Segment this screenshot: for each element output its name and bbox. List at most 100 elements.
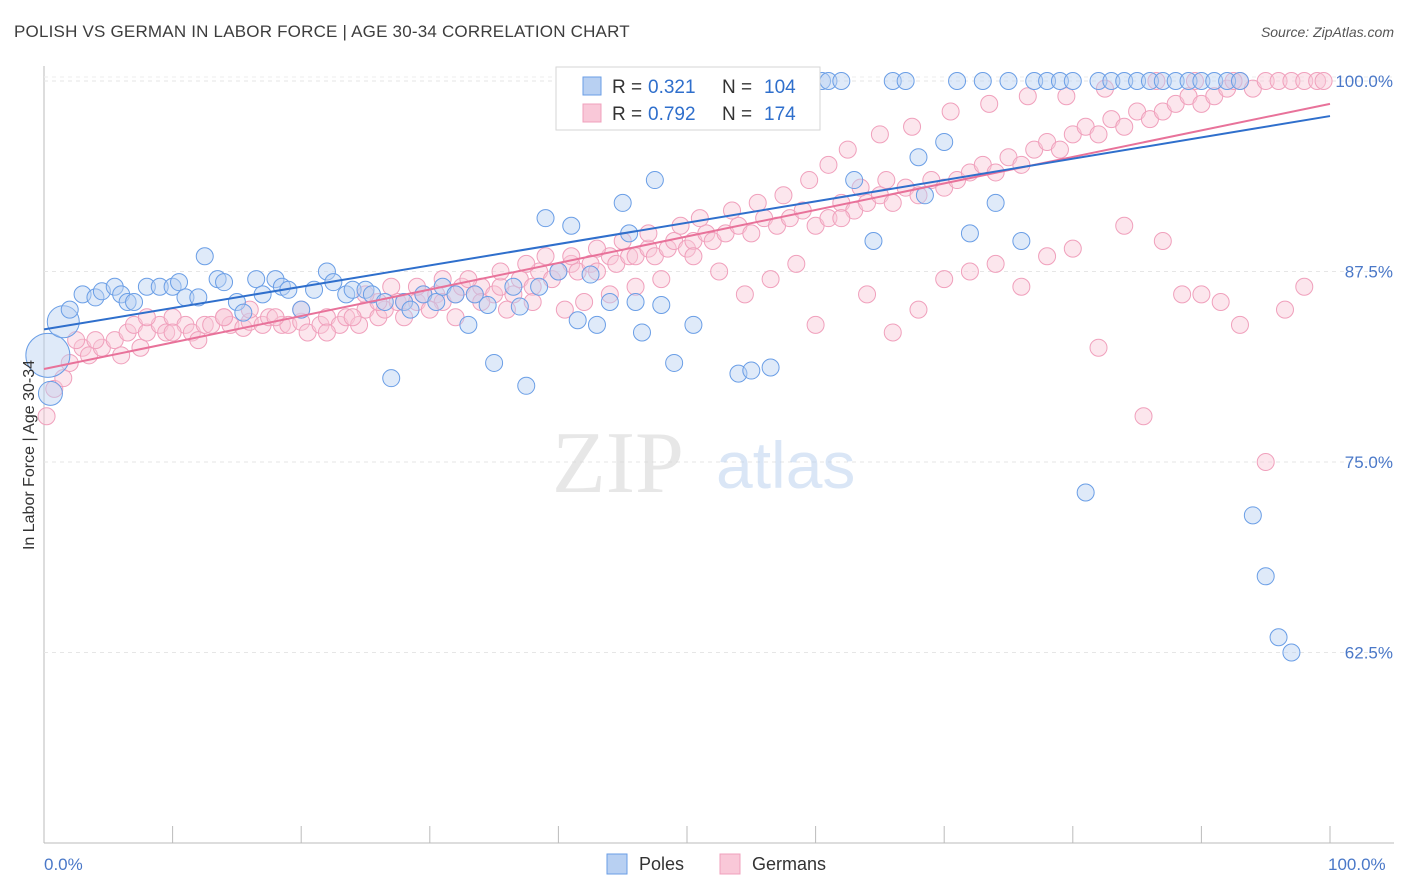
data-point-poles — [1102, 72, 1121, 90]
data-point-poles — [626, 292, 645, 311]
data-point-germans — [748, 193, 767, 212]
data-point-germans — [1224, 72, 1243, 90]
data-point-germans — [1230, 315, 1249, 334]
data-point-germans — [1057, 87, 1076, 106]
data-point-germans — [819, 155, 838, 174]
data-point-poles — [1282, 643, 1301, 662]
data-point-poles — [517, 376, 536, 395]
data-point-poles — [382, 369, 401, 388]
data-point-germans — [311, 315, 330, 334]
data-point-germans — [806, 315, 825, 334]
data-point-germans — [1147, 72, 1166, 90]
data-point-germans — [909, 300, 928, 319]
data-point-poles — [1128, 72, 1147, 90]
data-point-poles — [600, 292, 619, 311]
stats-poles-n-label: N = — [722, 77, 752, 98]
data-point-poles — [485, 353, 504, 372]
data-point-germans — [459, 270, 478, 289]
data-point-germans — [420, 300, 439, 319]
data-point-poles — [986, 193, 1005, 212]
data-point-poles — [1269, 628, 1288, 647]
data-point-germans — [1314, 72, 1333, 90]
data-point-germans — [555, 300, 574, 319]
data-point-poles — [478, 296, 497, 315]
legend-swatch-germans[interactable] — [719, 853, 741, 875]
legend-label-poles[interactable]: Poles — [639, 854, 684, 874]
data-point-germans — [1153, 232, 1172, 251]
data-point-poles — [665, 353, 684, 372]
data-point-germans — [883, 193, 902, 212]
data-point-poles — [1012, 232, 1031, 251]
data-point-poles — [1230, 72, 1249, 90]
data-point-germans — [652, 270, 671, 289]
data-point-germans — [903, 117, 922, 136]
data-point-germans — [1089, 125, 1108, 144]
data-point-germans — [427, 285, 446, 304]
data-point-germans — [787, 254, 806, 273]
stats-swatch-germans — [582, 103, 602, 123]
data-point-germans — [935, 270, 954, 289]
data-point-poles — [459, 315, 478, 334]
data-point-germans — [870, 125, 889, 144]
data-point-poles — [60, 300, 79, 319]
data-point-germans — [1063, 239, 1082, 258]
data-point-poles — [632, 323, 651, 342]
data-point-germans — [735, 285, 754, 304]
data-point-poles — [189, 288, 208, 307]
data-point-germans — [832, 209, 851, 228]
data-point-poles — [530, 277, 549, 296]
data-point-poles — [684, 315, 703, 334]
data-point-poles — [562, 216, 581, 235]
y-tick-labels: 62.5% 75.0% 87.5% 100.0% — [1335, 72, 1393, 663]
data-point-germans — [1211, 292, 1230, 311]
data-point-poles — [1089, 72, 1108, 90]
data-point-germans — [800, 171, 819, 190]
germans-points — [37, 72, 1333, 471]
data-point-poles — [195, 247, 214, 266]
data-point-germans — [877, 171, 896, 190]
data-point-poles — [581, 265, 600, 284]
stats-germans-n-value: 174 — [764, 104, 796, 125]
data-point-germans — [86, 331, 105, 350]
data-point-germans — [369, 308, 388, 327]
data-point-germans — [118, 323, 137, 342]
legend: Poles Germans — [606, 853, 826, 875]
grid-lines — [44, 76, 1394, 653]
data-point-poles — [1140, 72, 1159, 90]
data-point-germans — [684, 247, 703, 266]
data-point-poles — [427, 292, 446, 311]
y-tick-label: 87.5% — [1345, 263, 1393, 282]
data-point-poles — [1205, 72, 1224, 90]
legend-label-germans[interactable]: Germans — [752, 854, 826, 874]
data-point-germans — [626, 277, 645, 296]
data-point-poles — [761, 358, 780, 377]
data-point-germans — [1050, 140, 1069, 159]
data-point-poles — [343, 280, 362, 299]
x-tick-label-max: 100.0% — [1328, 855, 1386, 874]
data-point-germans — [838, 140, 857, 159]
data-point-germans — [690, 209, 709, 228]
data-point-poles — [613, 193, 632, 212]
data-point-germans — [883, 323, 902, 342]
chart-title: POLISH VS GERMAN IN LABOR FORCE | AGE 30… — [14, 22, 630, 41]
legend-swatch-poles[interactable] — [606, 853, 628, 875]
data-point-poles — [170, 273, 189, 292]
data-point-poles — [395, 292, 414, 311]
data-point-germans — [395, 308, 414, 327]
data-point-poles — [1050, 72, 1069, 90]
data-point-germans — [587, 239, 606, 258]
data-point-germans — [1256, 453, 1275, 471]
stats-box: R = 0.321 N = 104 R = 0.792 N = 174 — [555, 66, 821, 131]
data-point-germans — [215, 308, 234, 327]
data-point-germans — [317, 323, 336, 342]
data-point-poles — [883, 72, 902, 90]
stats-germans-r-value: 0.792 — [648, 104, 696, 125]
data-point-germans — [1018, 87, 1037, 106]
y-tick-label: 75.0% — [1345, 453, 1393, 472]
data-point-germans — [742, 224, 761, 243]
data-point-poles — [150, 277, 169, 296]
data-point-poles — [1025, 72, 1044, 90]
data-point-germans — [761, 270, 780, 289]
data-point-germans — [909, 186, 928, 205]
watermark-atlas: atlas — [716, 428, 855, 502]
